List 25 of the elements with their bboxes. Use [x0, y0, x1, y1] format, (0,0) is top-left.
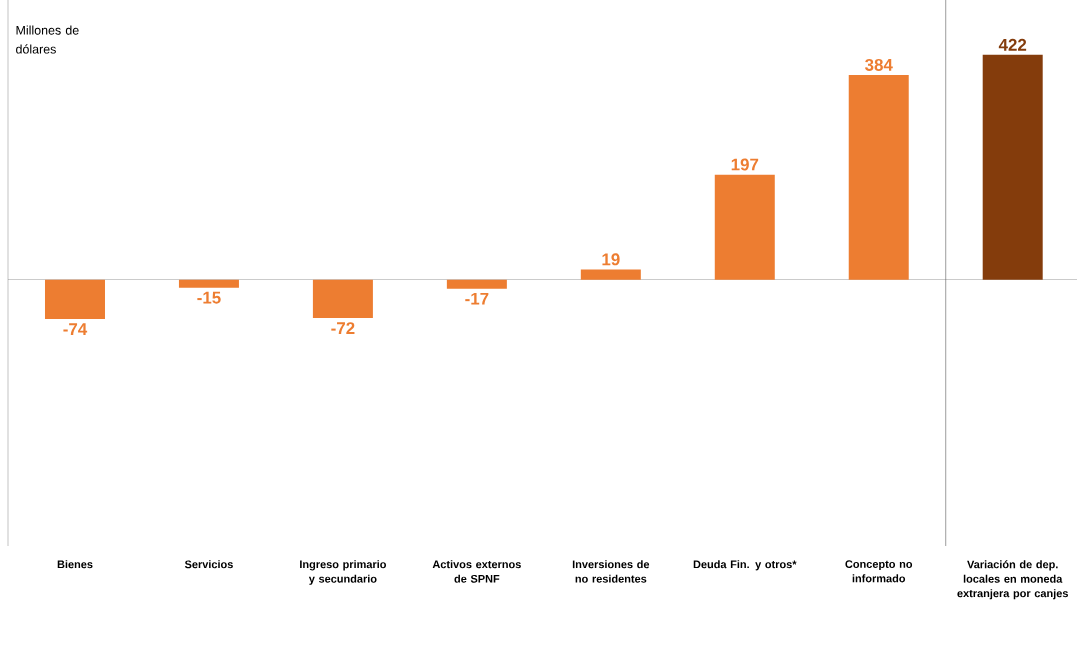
bar [714, 174, 775, 280]
data-label: 19 [602, 253, 620, 266]
x-tick-label: Concepto no informado [845, 560, 913, 583]
bar [446, 279, 507, 289]
bar [44, 279, 105, 320]
data-label: -17 [465, 292, 489, 305]
data-label: 384 [865, 58, 893, 71]
y-axis-title: Millones de dólares [16, 25, 79, 54]
x-tick-label: Ingreso primario y secundario [300, 560, 387, 585]
bar [312, 279, 373, 318]
bar [982, 54, 1043, 280]
data-label: -15 [197, 291, 221, 304]
x-tick-label: Inversiones de no residentes [572, 560, 650, 583]
x-tick-label: Variación de dep. locales en moneda extranjera por canjes [957, 560, 1068, 600]
data-label: 422 [998, 38, 1027, 51]
bar [178, 279, 239, 288]
x-tick-label: Servicios [184, 560, 233, 569]
data-label: -74 [63, 323, 88, 335]
bar [848, 75, 909, 280]
data-label: 197 [731, 158, 759, 171]
x-tick-label: Activos externos de SPNF [432, 560, 521, 583]
data-label: -72 [331, 322, 355, 335]
x-tick-label: Bienes [57, 560, 93, 569]
x-tick-label: Deuda Fin. y otros* [693, 560, 797, 571]
bar [580, 269, 641, 280]
